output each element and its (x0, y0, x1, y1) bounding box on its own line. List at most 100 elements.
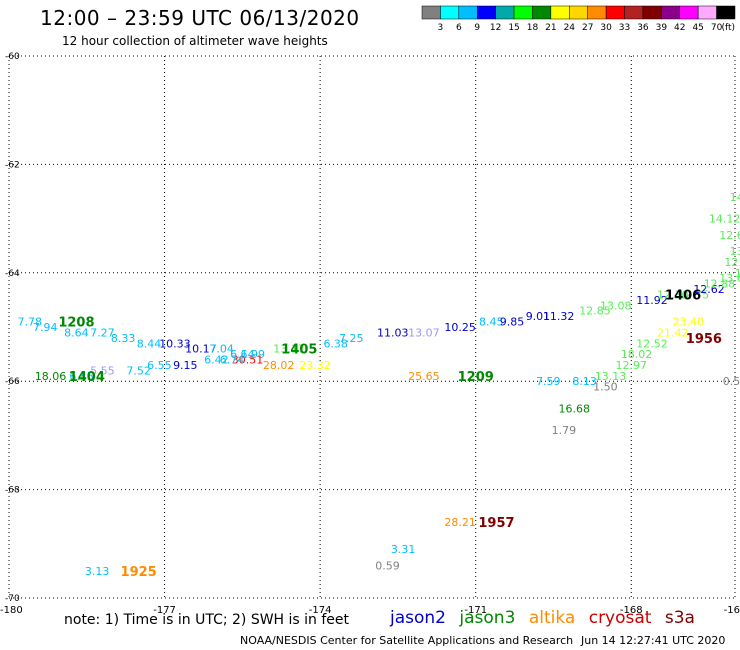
wave-height-label: 7.04 (209, 343, 234, 356)
y-tick-label: -60 (5, 52, 20, 62)
wave-height-label: 6.14 (230, 348, 255, 361)
legend-jason3: jason3 (459, 608, 516, 628)
colorbar-tick-label: 12 (490, 23, 501, 33)
y-tick-label: -68 (5, 486, 20, 496)
colorbar-tick-label: 30 (600, 23, 612, 33)
wave-height-label: 9.01 (526, 310, 551, 323)
x-tick-label: -177 (153, 605, 176, 616)
wave-height-label: 3.31 (391, 543, 416, 556)
colorbar-tick-label: 21 (545, 23, 556, 33)
colorbar-swatch (476, 5, 496, 20)
colorbar-tick-label: 39 (656, 23, 668, 33)
pass-time-label: 1957 (478, 516, 514, 531)
wave-height-label: 13.69 (719, 272, 740, 285)
credit-line: NOAA/NESDIS Center for Satellite Applica… (240, 634, 574, 647)
wave-height-label: 12.75 (678, 288, 710, 301)
footer-note: note: 1) Time is in UTC; 2) SWH is in fe… (64, 612, 350, 628)
wave-height-label: 12.52 (636, 337, 668, 350)
wave-height-label: 6.74 (220, 354, 245, 367)
legend-cryosat: cryosat (588, 608, 652, 628)
pass-time-label: 1925 (121, 565, 157, 580)
wave-height-label: 6.55 (147, 359, 172, 372)
wave-height-label: 18.02 (621, 348, 653, 361)
wave-height-label: 8.64 (64, 326, 89, 339)
satellite-legend: jason2 jason3 altika cryosat s3a (390, 608, 703, 628)
colorbar-tick-label: 27 (582, 23, 593, 33)
wave-height-label: 3.13 (85, 565, 110, 578)
x-tick-label: -174 (309, 605, 332, 616)
pass-time-label: 1406 (665, 288, 701, 303)
wave-height-label: 12.97 (616, 359, 648, 372)
wave-height-label: 28.21 (444, 516, 476, 529)
wave-height-label: 18.06 (35, 370, 67, 383)
colorbar-swatch (679, 5, 699, 20)
colorbar-tick-label: 45 (692, 23, 703, 33)
wave-height-label: 13.17 (273, 343, 305, 356)
wave-height-label: 12.85 (579, 305, 611, 318)
wave-height-label: 6.99 (240, 348, 265, 361)
wave-height-label: 0.59 (723, 375, 740, 388)
wave-height-label: 12.30 (657, 288, 689, 301)
colorbar-tick-label: 42 (674, 23, 685, 33)
colorbar-swatch (440, 5, 460, 20)
wave-height-label: 16.68 (558, 402, 590, 415)
pass-time-label: 1405 (281, 343, 317, 358)
wave-height-label: 12.41 (724, 256, 740, 269)
wave-height-label: 12.88 (704, 278, 736, 291)
colorbar-tick-label: 3 (438, 23, 444, 33)
colorbar-swatch (421, 5, 441, 20)
generated-timestamp: Jun 14 12:27:41 UTC 2020 (581, 634, 726, 647)
wave-height-label: 6.45 (69, 370, 94, 383)
colorbar-tick-label: 36 (637, 23, 649, 33)
colorbar-tick-label: 18 (527, 23, 539, 33)
colorbar-swatch (587, 5, 607, 20)
y-tick-label: -62 (5, 160, 20, 170)
wave-height-label: 30.51 (232, 354, 264, 367)
wave-height-label: 1.50 (593, 381, 618, 394)
x-tick-label: -16 (724, 605, 740, 616)
colorbar-swatch (550, 5, 570, 20)
wave-height-label: 7.78 (17, 316, 42, 329)
colorbar-swatch (569, 5, 588, 20)
colorbar-swatch (605, 5, 625, 20)
y-tick-label: -66 (5, 377, 20, 387)
wave-height-label: 12.63 (719, 229, 740, 242)
wave-height-label: 0.59 (375, 559, 400, 572)
colorbar-swatch (532, 5, 552, 20)
colorbar-tick-label: 9 (474, 23, 480, 33)
pass-time-label: 1404 (69, 370, 105, 385)
colorbar-swatch (697, 5, 717, 20)
color-scale-legend: 3 6 9 12 15 18 21 24 27 30 33 36 39 42 45 70 (ft) (421, 5, 736, 33)
wave-height-label: 13.08 (600, 299, 632, 312)
colorbar-tick-label: 33 (619, 23, 630, 33)
pass-time-label: 1956 (686, 332, 722, 347)
y-tick-label: -70 (5, 594, 20, 604)
wave-height-label: 13.38 (730, 245, 740, 258)
wave-height-label: 7.27 (90, 326, 115, 339)
wave-height-label: 7.59 (536, 375, 561, 388)
wave-height-label: 14.38 (730, 191, 740, 204)
wave-height-label: 10.33 (159, 337, 191, 350)
wave-height-label: 7.94 (33, 321, 58, 334)
wave-height-label: 8.13 (572, 375, 597, 388)
wave-height-label: 11.92 (636, 294, 668, 307)
y-tick-label: -64 (5, 269, 20, 279)
wave-height-label: 23.32 (299, 359, 331, 372)
wave-height-label: 9.15 (173, 359, 198, 372)
wave-height-label: 21.42 (657, 326, 689, 339)
colorbar-tick-label: 70 (711, 23, 723, 33)
wave-height-label: 28.02 (263, 359, 295, 372)
colorbar-swatch (624, 5, 644, 20)
colorbar-swatch (661, 5, 681, 20)
wave-height-label: 11.03 (377, 326, 409, 339)
pass-time-label: 1208 (58, 316, 94, 331)
wave-height-label: 11.32 (543, 310, 575, 323)
colorbar-swatch (458, 5, 478, 20)
wave-height-label: 1.79 (552, 424, 577, 437)
wave-height-label: 13.07 (408, 326, 440, 339)
wave-height-label: 14.12 (709, 213, 740, 226)
wave-height-label: 25.65 (408, 370, 440, 383)
wave-height-label: 14.01 (735, 267, 740, 280)
